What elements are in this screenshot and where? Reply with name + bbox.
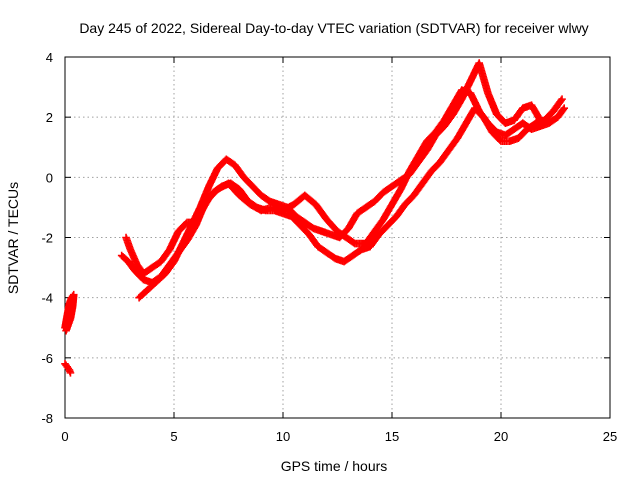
x-tick-label: 0 — [61, 429, 68, 444]
y-tick-label: -4 — [41, 291, 53, 306]
x-tick-label: 25 — [603, 429, 617, 444]
y-tick-label: 2 — [46, 110, 53, 125]
x-tick-label: 15 — [385, 429, 399, 444]
series-track-b — [61, 360, 75, 377]
data-point — [66, 369, 75, 377]
chart-title: Day 245 of 2022, Sidereal Day-to-day VTE… — [79, 20, 588, 36]
y-tick-label: -8 — [41, 411, 53, 426]
data-series — [61, 59, 569, 377]
x-tick-label: 20 — [494, 429, 508, 444]
y-tick-label: 4 — [46, 50, 53, 65]
x-tick-label: 5 — [170, 429, 177, 444]
y-tick-label: 0 — [46, 170, 53, 185]
y-axis-label: SDTVAR / TECUs — [5, 182, 21, 294]
data-point — [560, 104, 569, 112]
series-track-e — [135, 59, 545, 302]
x-axis-label: GPS time / hours — [281, 458, 388, 474]
y-tick-label: -6 — [41, 351, 53, 366]
series-track-a — [61, 290, 78, 335]
data-point — [536, 116, 545, 124]
data-point — [558, 95, 566, 103]
x-tick-label: 10 — [276, 429, 290, 444]
y-tick-label: -2 — [41, 231, 53, 246]
axis-ticks: 0 5 10 15 20 25 -8 -6 -4 -2 0 2 4 — [41, 50, 617, 444]
data-point — [62, 326, 70, 335]
data-point-fill — [496, 136, 504, 144]
series-track-d — [117, 95, 566, 287]
